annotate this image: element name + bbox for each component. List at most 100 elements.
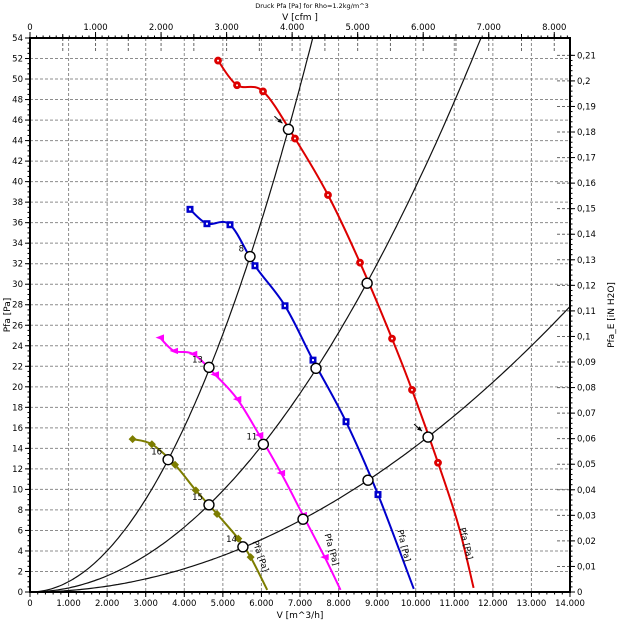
svg-text:0,01: 0,01 bbox=[577, 562, 596, 572]
svg-text:14: 14 bbox=[12, 444, 23, 454]
svg-text:40: 40 bbox=[12, 178, 23, 188]
system-curve-2 bbox=[30, 38, 482, 592]
grid bbox=[30, 38, 570, 592]
svg-text:0,07: 0,07 bbox=[577, 409, 596, 419]
svg-text:8: 8 bbox=[18, 506, 23, 516]
svg-text:8.000: 8.000 bbox=[542, 23, 566, 33]
svg-text:4.000: 4.000 bbox=[280, 23, 304, 33]
x-axis-bottom: 0 1.000 2.000 3.000 4.000 5.000 6.000 7.000 8.00… bbox=[27, 592, 585, 621]
svg-text:0,11: 0,11 bbox=[577, 307, 596, 317]
svg-text:0,04: 0,04 bbox=[577, 486, 596, 496]
operating-point bbox=[274, 115, 295, 136]
fan-curve-magenta-label: Pfa [Pa] bbox=[322, 533, 341, 567]
y-axis-right: 0 0,01 0,02 0,03 0,04 0,05 0,06 0,07 0,08 0,09 0,1… bbox=[570, 51, 617, 598]
svg-text:0,21: 0,21 bbox=[577, 51, 596, 61]
svg-text:4: 4 bbox=[18, 547, 23, 557]
svg-text:50: 50 bbox=[12, 75, 23, 85]
svg-text:0,06: 0,06 bbox=[577, 435, 596, 445]
svg-text:4.000: 4.000 bbox=[172, 599, 196, 609]
svg-text:0,05: 0,05 bbox=[577, 460, 596, 470]
svg-text:20: 20 bbox=[12, 383, 23, 393]
operating-point: 16 bbox=[151, 448, 174, 466]
operating-point bbox=[413, 423, 434, 443]
svg-text:14.000: 14.000 bbox=[555, 599, 585, 609]
svg-text:32: 32 bbox=[12, 260, 23, 270]
svg-text:0,02: 0,02 bbox=[577, 537, 596, 547]
operating-point: 14 bbox=[226, 535, 249, 553]
svg-text:0,16: 0,16 bbox=[577, 179, 596, 189]
svg-text:0,12: 0,12 bbox=[577, 281, 596, 291]
svg-text:0: 0 bbox=[27, 599, 32, 609]
svg-text:3.000: 3.000 bbox=[214, 23, 238, 33]
svg-text:46: 46 bbox=[12, 116, 23, 126]
svg-text:6.000: 6.000 bbox=[249, 599, 273, 609]
svg-text:16: 16 bbox=[151, 448, 162, 458]
svg-text:0: 0 bbox=[18, 588, 23, 598]
x-axis-top: 0 1.000 2.000 3.000 4.000 5.000 6.000 7.000 8.00… bbox=[27, 13, 568, 38]
operating-point bbox=[310, 362, 322, 375]
svg-text:0,03: 0,03 bbox=[577, 511, 596, 521]
svg-text:3.000: 3.000 bbox=[134, 599, 158, 609]
svg-text:28: 28 bbox=[12, 301, 23, 311]
svg-text:10.000: 10.000 bbox=[401, 599, 431, 609]
fan-curve-red-label: Pfa [Pa] bbox=[457, 527, 475, 561]
operating-point: 8 bbox=[239, 245, 256, 263]
svg-text:0,13: 0,13 bbox=[577, 256, 596, 266]
svg-text:12: 12 bbox=[12, 465, 23, 475]
svg-text:24: 24 bbox=[12, 342, 23, 352]
y-axis-right-title: Pfa_E [iN H2O] bbox=[607, 282, 617, 348]
svg-text:0,1: 0,1 bbox=[577, 332, 591, 342]
svg-text:7.000: 7.000 bbox=[477, 23, 501, 33]
svg-text:12.000: 12.000 bbox=[478, 599, 508, 609]
svg-text:36: 36 bbox=[12, 219, 23, 229]
operating-points: 8 13 16 11 15 14 bbox=[151, 115, 434, 553]
svg-text:0: 0 bbox=[577, 588, 582, 598]
svg-text:22: 22 bbox=[12, 362, 23, 372]
operating-point bbox=[362, 474, 374, 486]
svg-text:7.000: 7.000 bbox=[288, 599, 312, 609]
svg-text:13.000: 13.000 bbox=[517, 599, 547, 609]
svg-text:26: 26 bbox=[12, 321, 23, 331]
svg-text:0,08: 0,08 bbox=[577, 384, 596, 394]
x-axis-bottom-title: V [m^3/h] bbox=[277, 611, 324, 621]
svg-text:38: 38 bbox=[12, 198, 23, 208]
svg-text:42: 42 bbox=[12, 157, 23, 167]
svg-text:11: 11 bbox=[247, 432, 258, 442]
svg-text:1.000: 1.000 bbox=[83, 23, 107, 33]
svg-text:30: 30 bbox=[12, 280, 23, 290]
svg-text:0,09: 0,09 bbox=[577, 358, 596, 368]
fan-curve-olive: Pfa [Pa] bbox=[128, 435, 270, 591]
svg-text:2.000: 2.000 bbox=[95, 599, 119, 609]
chart-title: Druck Pfa [Pa] for Rho=1.2kg/m^3 bbox=[255, 2, 369, 10]
axis-stubs bbox=[62, 38, 570, 567]
svg-text:1.000: 1.000 bbox=[56, 599, 80, 609]
operating-point bbox=[361, 277, 373, 289]
svg-text:2.000: 2.000 bbox=[149, 23, 173, 33]
svg-text:0,19: 0,19 bbox=[577, 102, 596, 112]
svg-text:11.000: 11.000 bbox=[439, 599, 469, 609]
svg-text:54: 54 bbox=[12, 34, 23, 44]
operating-point: 11 bbox=[247, 432, 270, 450]
svg-text:9.000: 9.000 bbox=[365, 599, 389, 609]
svg-text:44: 44 bbox=[12, 137, 23, 147]
svg-text:48: 48 bbox=[12, 96, 23, 106]
svg-text:5.000: 5.000 bbox=[211, 599, 235, 609]
svg-text:0,14: 0,14 bbox=[577, 230, 596, 240]
y-axis-left: 0246810121416182022242628303234363840424… bbox=[3, 34, 30, 598]
svg-text:15: 15 bbox=[192, 493, 203, 503]
svg-text:6: 6 bbox=[18, 526, 23, 536]
system-curve-1 bbox=[30, 38, 314, 592]
svg-text:0,2: 0,2 bbox=[577, 77, 591, 87]
operating-point: 15 bbox=[192, 493, 215, 511]
svg-text:16: 16 bbox=[12, 424, 23, 434]
operating-point: 13 bbox=[192, 355, 215, 374]
svg-text:0,18: 0,18 bbox=[577, 128, 596, 138]
svg-text:14: 14 bbox=[226, 535, 237, 545]
svg-text:8: 8 bbox=[239, 245, 244, 255]
svg-text:2: 2 bbox=[18, 567, 23, 577]
x-axis-top-title: V [cfm ] bbox=[282, 13, 318, 23]
svg-text:6.000: 6.000 bbox=[411, 23, 435, 33]
operating-point bbox=[297, 513, 309, 525]
